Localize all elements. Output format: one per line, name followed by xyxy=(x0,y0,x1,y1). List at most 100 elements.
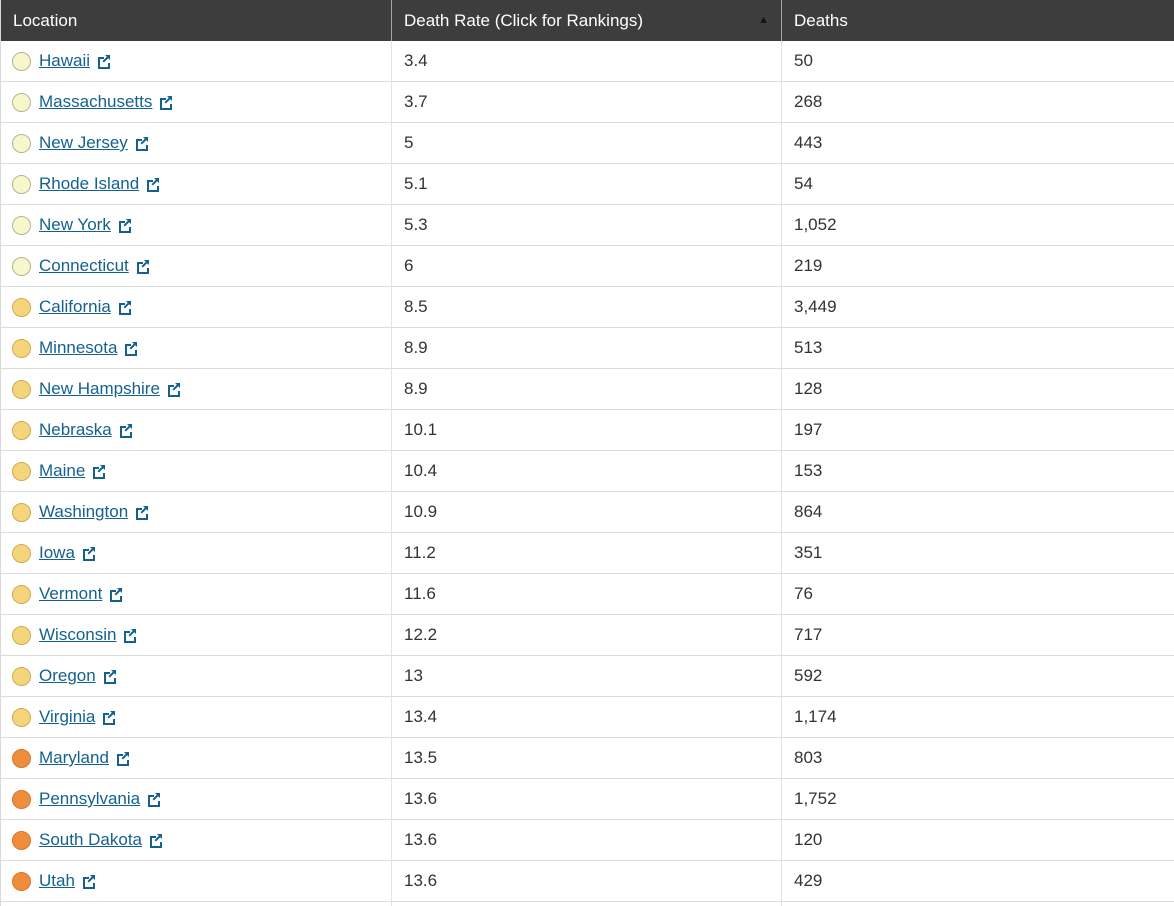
deaths-cell: 351 xyxy=(781,533,1174,573)
location-cell: Washington xyxy=(1,492,391,532)
deaths-cell: 50 xyxy=(781,41,1174,81)
state-link[interactable]: Vermont xyxy=(39,584,124,604)
state-link[interactable]: Pennsylvania xyxy=(39,789,162,809)
table-body: Hawaii 3.4 50 Massachusetts xyxy=(1,41,1174,902)
deaths-cell: 1,174 xyxy=(781,697,1174,737)
rate-tier-dot-icon xyxy=(12,666,31,686)
table-row: Oregon 13 592 xyxy=(1,656,1174,697)
death-rate-cell: 6 xyxy=(391,246,781,286)
external-link-icon xyxy=(96,53,112,69)
location-cell: Hawaii xyxy=(1,41,391,81)
rate-tier-dot-icon xyxy=(12,174,31,194)
deaths-cell: 803 xyxy=(781,738,1174,778)
state-link[interactable]: Iowa xyxy=(39,543,97,563)
death-rate-cell: 13.6 xyxy=(391,779,781,819)
rate-tier-dot-icon xyxy=(12,215,31,235)
deaths-cell: 128 xyxy=(781,369,1174,409)
external-link-icon xyxy=(148,832,164,848)
state-link[interactable]: Nebraska xyxy=(39,420,134,440)
state-link[interactable]: New Jersey xyxy=(39,133,150,153)
death-rate-cell: 13.6 xyxy=(391,820,781,860)
state-link-label: California xyxy=(39,297,111,316)
state-link-label: Hawaii xyxy=(39,51,91,70)
table-row: South Dakota 13.6 120 xyxy=(1,820,1174,861)
column-header-death-rate[interactable]: Death Rate (Click for Rankings) ▲ xyxy=(391,0,781,41)
state-link[interactable]: California xyxy=(39,297,133,317)
rate-tier-dot-icon xyxy=(12,502,31,522)
deaths-cell: 153 xyxy=(781,451,1174,491)
state-link-label: Massachusetts xyxy=(39,92,153,111)
external-link-icon xyxy=(81,873,97,889)
state-link[interactable]: Maine xyxy=(39,461,107,481)
death-rate-cell: 5.3 xyxy=(391,205,781,245)
state-link[interactable]: South Dakota xyxy=(39,830,164,850)
external-link-icon xyxy=(158,94,174,110)
table-row: New York 5.3 1,052 xyxy=(1,205,1174,246)
state-link[interactable]: Virginia xyxy=(39,707,117,727)
state-link-label: Wisconsin xyxy=(39,625,117,644)
death-rate-cell: 5.1 xyxy=(391,164,781,204)
rate-tier-dot-icon xyxy=(12,707,31,727)
external-link-icon xyxy=(145,176,161,192)
external-link-icon xyxy=(134,504,150,520)
state-link[interactable]: Massachusetts xyxy=(39,92,174,112)
external-link-icon xyxy=(122,627,138,643)
state-link-label: Nebraska xyxy=(39,420,112,439)
death-rate-cell: 10.9 xyxy=(391,492,781,532)
rate-tier-dot-icon xyxy=(12,51,31,71)
state-link-label: South Dakota xyxy=(39,830,143,849)
column-header-death-rate-label: Death Rate (Click for Rankings) xyxy=(404,10,644,30)
state-link-label: New Jersey xyxy=(39,133,128,152)
rate-tier-dot-icon xyxy=(12,748,31,768)
state-link[interactable]: Utah xyxy=(39,871,97,891)
external-link-icon xyxy=(117,299,133,315)
table-row: Pennsylvania 13.6 1,752 xyxy=(1,779,1174,820)
external-link-icon xyxy=(102,668,118,684)
column-header-deaths[interactable]: Deaths xyxy=(781,0,1174,41)
death-rate-cell: 8.9 xyxy=(391,369,781,409)
state-link[interactable]: New Hampshire xyxy=(39,379,182,399)
rate-tier-dot-icon xyxy=(12,338,31,358)
state-link-label: Washington xyxy=(39,502,129,521)
table-row: New Hampshire 8.9 128 xyxy=(1,369,1174,410)
state-link-label: Pennsylvania xyxy=(39,789,141,808)
deaths-cell: 864 xyxy=(781,492,1174,532)
death-rate-cell: 10.4 xyxy=(391,451,781,491)
state-link[interactable]: Maryland xyxy=(39,748,131,768)
state-link[interactable]: New York xyxy=(39,215,133,235)
state-link[interactable]: Wisconsin xyxy=(39,625,138,645)
state-link-label: Maryland xyxy=(39,748,109,767)
deaths-cell: 197 xyxy=(781,410,1174,450)
location-cell: New Jersey xyxy=(1,123,391,163)
external-link-icon xyxy=(108,586,124,602)
death-rate-cell: 13.6 xyxy=(391,861,781,901)
state-link[interactable]: Rhode Island xyxy=(39,174,161,194)
state-link[interactable]: Hawaii xyxy=(39,51,112,71)
location-cell: Nebraska xyxy=(1,410,391,450)
rate-tier-dot-icon xyxy=(12,789,31,809)
state-link[interactable]: Connecticut xyxy=(39,256,151,276)
deaths-cell: 1,052 xyxy=(781,205,1174,245)
death-rate-cell: 3.7 xyxy=(391,82,781,122)
table-row: New Jersey 5 443 xyxy=(1,123,1174,164)
table-row: Wisconsin 12.2 717 xyxy=(1,615,1174,656)
rate-tier-dot-icon xyxy=(12,379,31,399)
location-cell: Maine xyxy=(1,451,391,491)
location-cell: New Hampshire xyxy=(1,369,391,409)
death-rate-cell: 11.6 xyxy=(391,574,781,614)
death-rate-cell: 12.2 xyxy=(391,615,781,655)
state-link[interactable]: Oregon xyxy=(39,666,118,686)
external-link-icon xyxy=(166,381,182,397)
rate-tier-dot-icon xyxy=(12,543,31,563)
state-link-label: Oregon xyxy=(39,666,96,685)
state-link[interactable]: Minnesota xyxy=(39,338,139,358)
deaths-cell: 219 xyxy=(781,246,1174,286)
location-cell: New York xyxy=(1,205,391,245)
column-header-location[interactable]: Location xyxy=(13,10,78,30)
external-link-icon xyxy=(117,217,133,233)
state-link-label: Maine xyxy=(39,461,86,480)
rate-tier-dot-icon xyxy=(12,420,31,440)
state-link-label: Virginia xyxy=(39,707,96,726)
state-link[interactable]: Washington xyxy=(39,502,150,522)
rate-tier-dot-icon xyxy=(12,461,31,481)
